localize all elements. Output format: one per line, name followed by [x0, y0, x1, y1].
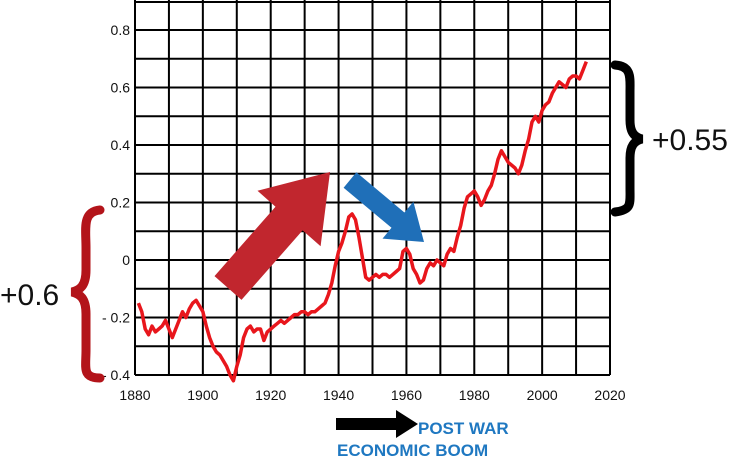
- x-tick-label: 1900: [187, 387, 218, 403]
- left-bracket-label: +0.6: [0, 279, 59, 312]
- y-tick-label: - 0.2: [102, 310, 130, 326]
- x-axis-ticks: 1880 1900 1920 1940 1960 1980 2000 2020: [119, 387, 625, 403]
- y-tick-label: 0.2: [111, 195, 131, 211]
- x-tick-label: 1960: [391, 387, 422, 403]
- right-bracket-label: +0.55: [652, 124, 728, 157]
- y-axis-ticks: 0.8 0.6 0.4 0.2 0 - 0.2 - 0.4: [102, 22, 130, 383]
- x-tick-label: 1920: [255, 387, 286, 403]
- y-tick-label: 0.8: [111, 22, 131, 38]
- caption-line-2: ECONOMIC BOOM: [337, 441, 488, 460]
- y-tick-label: 0.6: [111, 80, 131, 96]
- y-tick-label: 0: [122, 252, 130, 268]
- rising-trend-arrow: [214, 172, 330, 300]
- right-curly-bracket: [610, 60, 644, 217]
- chart-grid: [134, 0, 611, 376]
- x-tick-label: 1940: [323, 387, 354, 403]
- x-tick-label: 2020: [594, 387, 625, 403]
- caption-line-1: POST WAR: [418, 419, 509, 438]
- caption-arrow: [336, 410, 418, 438]
- y-tick-label: 0.4: [111, 137, 131, 153]
- x-tick-label: 2000: [527, 387, 558, 403]
- x-tick-label: 1980: [459, 387, 490, 403]
- series-line: [136, 60, 588, 383]
- x-tick-label: 1880: [119, 387, 150, 403]
- chart-series: [136, 60, 588, 383]
- y-tick-label: - 0.4: [102, 367, 130, 383]
- falling-trend-arrow: [343, 172, 424, 242]
- left-curly-bracket: [70, 205, 105, 383]
